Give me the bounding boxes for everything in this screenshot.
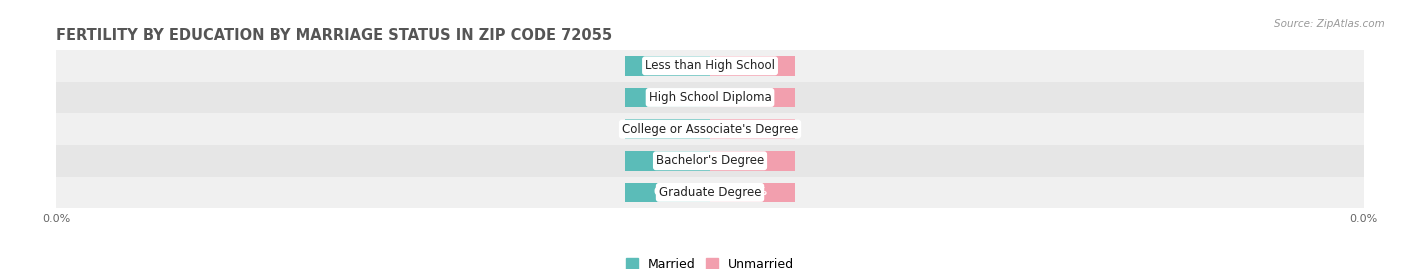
Text: 0.0%: 0.0% bbox=[652, 61, 682, 71]
Text: High School Diploma: High School Diploma bbox=[648, 91, 772, 104]
Bar bbox=[56, 145, 1364, 176]
Text: 0.0%: 0.0% bbox=[652, 187, 682, 197]
Bar bbox=[626, 88, 710, 107]
Bar bbox=[710, 119, 794, 139]
Text: 0.0%: 0.0% bbox=[738, 156, 768, 166]
Bar bbox=[626, 151, 710, 171]
Text: 0.0%: 0.0% bbox=[738, 61, 768, 71]
Text: Graduate Degree: Graduate Degree bbox=[659, 186, 761, 199]
Bar bbox=[710, 183, 794, 202]
Legend: Married, Unmarried: Married, Unmarried bbox=[620, 253, 800, 269]
Text: 0.0%: 0.0% bbox=[738, 187, 768, 197]
Bar bbox=[626, 183, 710, 202]
Text: Source: ZipAtlas.com: Source: ZipAtlas.com bbox=[1274, 19, 1385, 29]
Text: 0.0%: 0.0% bbox=[652, 156, 682, 166]
Bar bbox=[710, 88, 794, 107]
Bar bbox=[56, 113, 1364, 145]
Text: 0.0%: 0.0% bbox=[652, 124, 682, 134]
Text: FERTILITY BY EDUCATION BY MARRIAGE STATUS IN ZIP CODE 72055: FERTILITY BY EDUCATION BY MARRIAGE STATU… bbox=[56, 28, 613, 43]
Bar bbox=[710, 151, 794, 171]
Bar bbox=[626, 56, 710, 76]
Text: Less than High School: Less than High School bbox=[645, 59, 775, 72]
Bar bbox=[56, 50, 1364, 82]
Bar bbox=[710, 56, 794, 76]
Text: College or Associate's Degree: College or Associate's Degree bbox=[621, 123, 799, 136]
Text: Bachelor's Degree: Bachelor's Degree bbox=[657, 154, 763, 167]
Bar bbox=[56, 176, 1364, 208]
Text: 0.0%: 0.0% bbox=[738, 93, 768, 102]
Text: 0.0%: 0.0% bbox=[652, 93, 682, 102]
Bar bbox=[626, 119, 710, 139]
Bar bbox=[56, 82, 1364, 113]
Text: 0.0%: 0.0% bbox=[738, 124, 768, 134]
